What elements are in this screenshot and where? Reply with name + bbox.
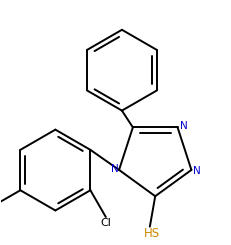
Text: N: N bbox=[179, 121, 187, 131]
Text: N: N bbox=[193, 166, 200, 176]
Text: N: N bbox=[110, 164, 118, 174]
Text: Cl: Cl bbox=[100, 218, 111, 228]
Text: HS: HS bbox=[143, 227, 160, 240]
